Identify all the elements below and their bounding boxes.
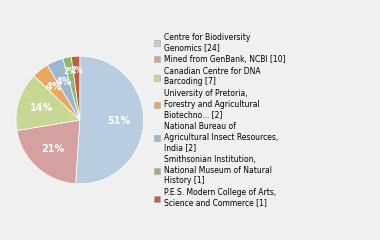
Wedge shape: [76, 56, 144, 184]
Text: 51%: 51%: [108, 116, 131, 126]
Wedge shape: [63, 57, 80, 120]
Text: 4%: 4%: [55, 77, 72, 87]
Wedge shape: [16, 76, 80, 131]
Text: 4%: 4%: [46, 82, 62, 92]
Wedge shape: [17, 120, 80, 184]
Wedge shape: [47, 58, 80, 120]
Text: 21%: 21%: [42, 144, 65, 154]
Legend: Centre for Biodiversity
Genomics [24], Mined from GenBank, NCBI [10], Canadian C: Centre for Biodiversity Genomics [24], M…: [152, 31, 287, 209]
Wedge shape: [34, 65, 80, 120]
Text: 2%: 2%: [70, 66, 83, 75]
Text: 2%: 2%: [63, 67, 76, 76]
Text: 14%: 14%: [30, 103, 54, 113]
Wedge shape: [71, 56, 80, 120]
